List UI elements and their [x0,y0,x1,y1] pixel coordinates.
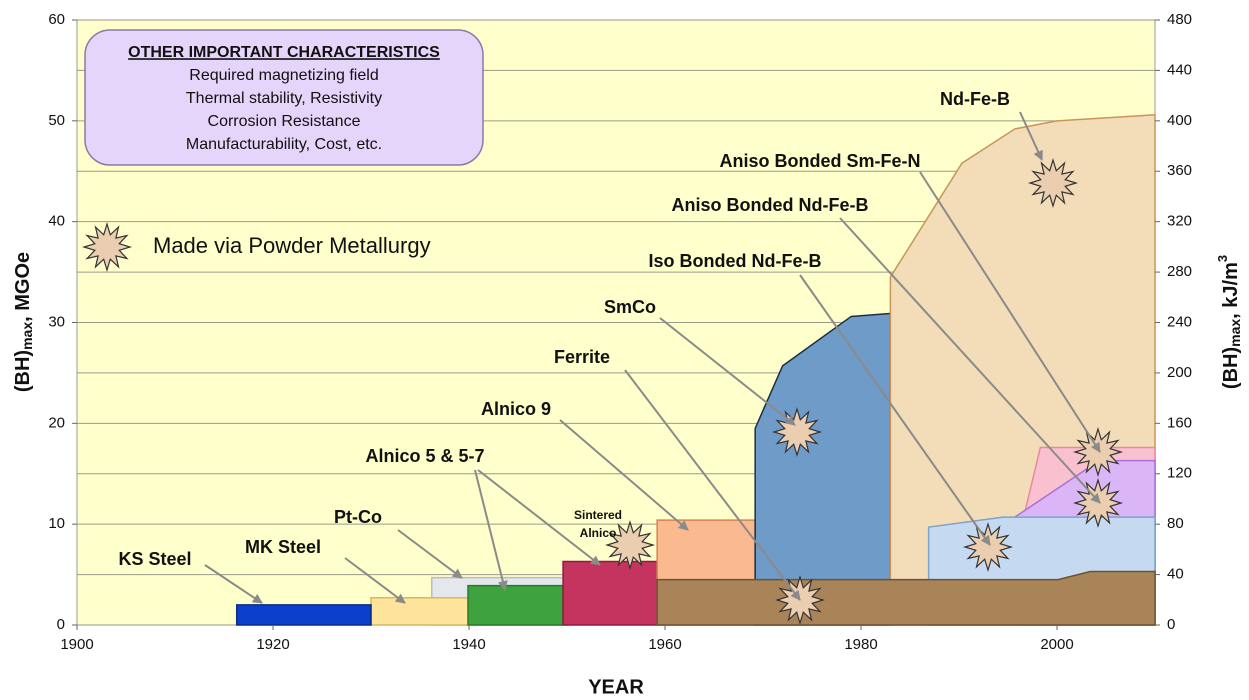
annotation-arrow [397,529,463,579]
y2-tick-label: 200 [1167,364,1192,381]
y2-tick-label: 360 [1167,162,1192,179]
area [235,604,372,626]
y-tick-label: 30 [48,313,65,330]
powder-star [962,521,1014,573]
y2-tick-label: 400 [1167,112,1192,129]
y-tick-label: 10 [48,515,65,532]
powder-star [1027,157,1079,209]
area [467,584,564,626]
annotation-arrow [799,274,991,546]
annotation-arrow [559,419,689,531]
x-axis-label: YEAR [588,676,644,698]
y2-tick-label: 160 [1167,414,1192,431]
small-annotation: Sintered [574,508,622,522]
annotation: Aniso Bonded Sm-Fe-N [720,151,921,171]
y-tick-label: 20 [48,414,65,431]
x-tick-label: 2000 [1040,636,1073,653]
info-line: Required magnetizing field [189,67,378,84]
y2-label-sup: 3 [1215,255,1230,262]
annotation: KS Steel [118,549,191,569]
info-line: Manufacturability, Cost, etc. [186,136,382,153]
annotation: Alnico 9 [481,399,551,419]
legend-note: Made via Powder Metallurgy [153,233,431,258]
y2-tick-label: 0 [1167,616,1175,633]
y-label-unit: , MGOe [12,252,34,322]
y2-label-unit: , kJ/m [1220,262,1242,319]
area [656,570,1156,626]
x-tick-label: 1940 [452,636,485,653]
y2-tick-label: 240 [1167,313,1192,330]
y2-tick-label: 440 [1167,61,1192,78]
y2-tick-label: 120 [1167,465,1192,482]
powder-star [81,221,133,273]
y-tick-label: 50 [48,112,65,129]
y2-tick-label: 80 [1167,515,1184,532]
annotation: Ferrite [554,347,610,367]
x-tick-label: 1960 [648,636,681,653]
annotation-arrow [624,369,801,601]
y2-label-main: (BH) [1220,347,1242,389]
y2-label-sub: max [1227,319,1243,347]
info-box [84,29,484,166]
y-tick-label: 60 [48,11,65,28]
y2-axis-label: (BH)max, kJ/m3 [1215,255,1242,389]
y-tick-label: 40 [48,213,65,230]
powder-star [604,519,656,571]
annotation: Pt-Co [334,507,382,527]
x-tick-label: 1980 [844,636,877,653]
area [370,597,470,626]
annotation: Alnico 5 & 5-7 [365,446,484,466]
annotation: Iso Bonded Nd-Fe-B [649,251,822,271]
y2-tick-label: 280 [1167,263,1192,280]
x-tick-label: 1900 [60,636,93,653]
y-axis-label: (BH)max, MGOe [12,252,34,392]
annotation-arrow [344,557,406,604]
info-line: Thermal stability, Resistivity [186,90,382,107]
y-label-main: (BH) [12,350,34,392]
info-line: Corrosion Resistance [208,113,361,130]
area [562,560,658,626]
y2-tick-label: 480 [1167,11,1192,28]
annotation: MK Steel [245,537,321,557]
info-title: OTHER IMPORTANT CHARACTERISTICS [128,44,440,61]
annotation: SmCo [604,297,656,317]
annotation: Nd-Fe-B [940,89,1010,109]
y-label-sub: max [19,322,35,350]
x-tick-label: 1920 [256,636,289,653]
annotation-arrow [839,217,1101,504]
y2-tick-label: 320 [1167,213,1192,230]
y-tick-label: 0 [57,616,65,633]
small-annotation: Alnico [580,526,617,540]
annotation-arrow [474,469,508,591]
annotation-arrow [919,171,1101,453]
annotation-arrow [659,317,796,426]
annotation-arrow [204,564,263,604]
annotation-arrow [477,469,601,566]
powder-star [771,406,823,458]
annotation-arrow [1019,111,1043,161]
y2-tick-label: 40 [1167,566,1184,583]
annotation: Aniso Bonded Nd-Fe-B [672,195,869,215]
